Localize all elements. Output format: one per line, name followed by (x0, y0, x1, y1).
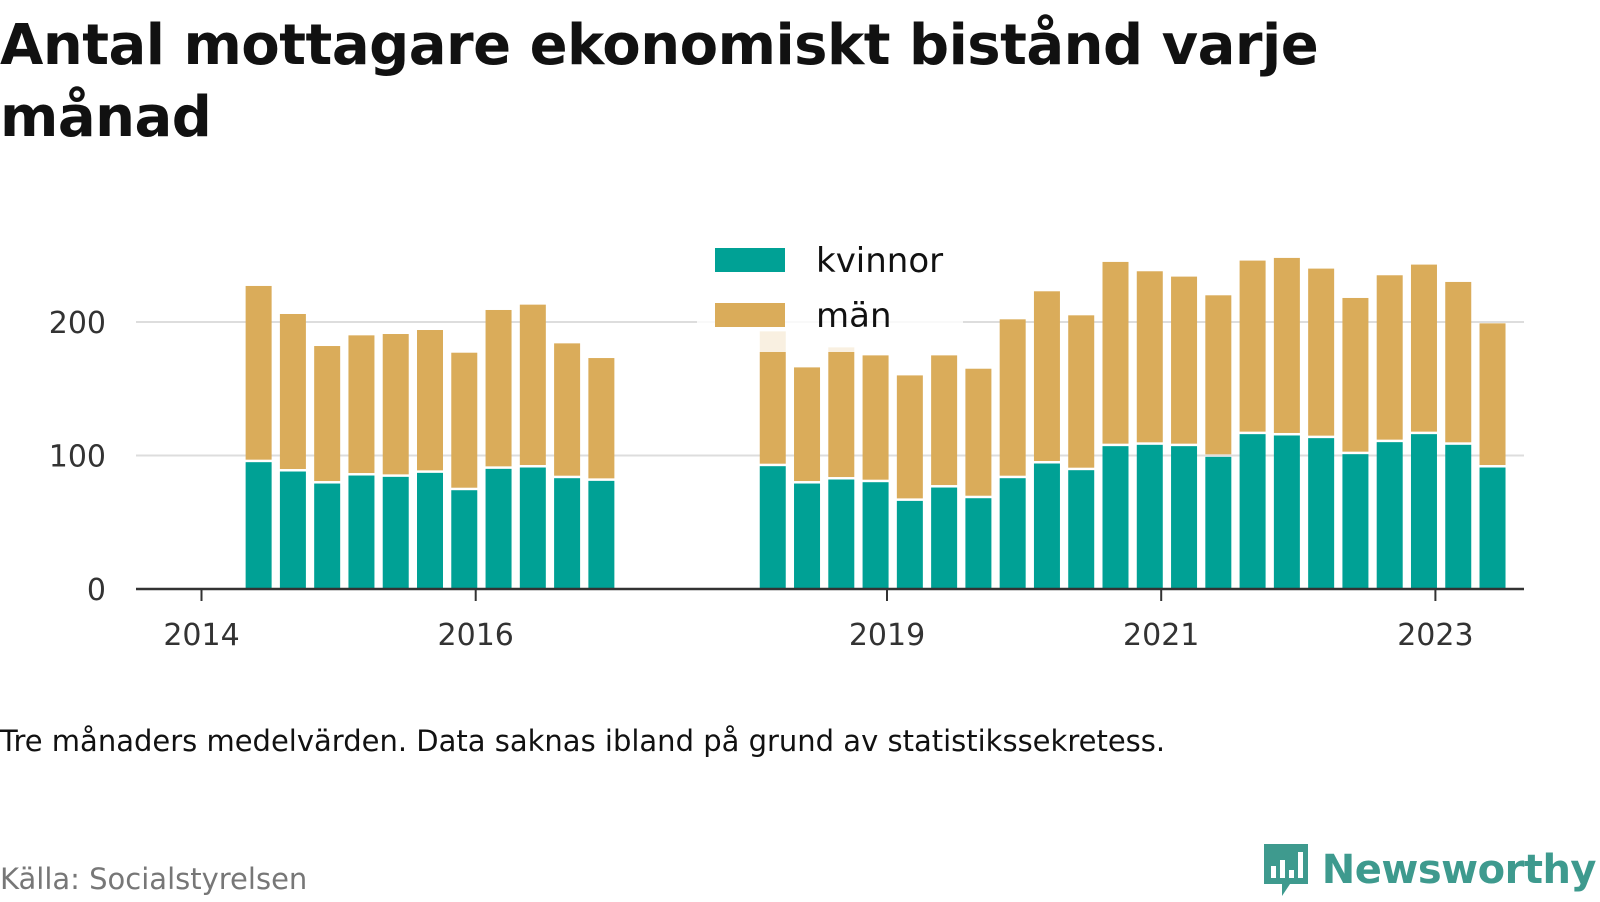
axes: 0 100 200 2014 2016 2019 2021 2023 (49, 306, 1524, 653)
bar-man (1342, 297, 1369, 452)
bar-chart-speech-bubble-icon (1263, 844, 1308, 896)
bar-kvinnor (862, 482, 889, 589)
bar-man (1376, 275, 1403, 440)
bar-man (451, 352, 478, 488)
bar-kvinnor (314, 483, 341, 589)
bar-man (1308, 268, 1335, 436)
bar-kvinnor (794, 483, 821, 589)
bar-man (1445, 281, 1472, 443)
bar-man (1479, 323, 1506, 466)
bar-man (794, 367, 821, 482)
bar-kvinnor (519, 467, 546, 589)
bar-kvinnor (1376, 442, 1403, 589)
bar-kvinnor (1033, 463, 1060, 589)
bar-man (931, 355, 958, 486)
bar-man (1102, 261, 1129, 444)
bar-man (1171, 276, 1198, 444)
y-tick-label: 100 (49, 440, 106, 475)
bar-man (965, 368, 992, 496)
bar-man (759, 331, 786, 464)
legend-label: kvinnor (816, 241, 943, 281)
bar-man (588, 358, 615, 479)
bar-kvinnor (931, 487, 958, 589)
x-tick-label: 2021 (1123, 618, 1199, 653)
bar-kvinnor (588, 480, 615, 589)
bar-man (417, 330, 443, 471)
bar-kvinnor (1479, 467, 1506, 589)
bar-man (1273, 257, 1300, 433)
bar-kvinnor (1239, 434, 1266, 589)
chart-title: Antal mottagare ekonomiskt bistånd varje… (0, 13, 1319, 150)
bar-man (382, 334, 409, 475)
bar-kvinnor (896, 500, 923, 589)
bar-man (1239, 260, 1266, 432)
x-tick-label: 2019 (849, 618, 925, 653)
stacked-bar-chart: 0 100 200 2014 2016 2019 2021 2023 kvinnor män (48, 230, 1524, 653)
legend-swatch-kvinnor (715, 248, 785, 272)
bar-kvinnor (485, 468, 512, 589)
bar-man (1410, 264, 1437, 432)
bar-kvinnor (279, 471, 306, 589)
bar-kvinnor (965, 498, 992, 589)
bar-man (1136, 271, 1163, 443)
legend: kvinnor män (697, 230, 963, 352)
brand-name: Newsworthy (1321, 847, 1597, 893)
brand-logo[interactable]: Newsworthy (1260, 838, 1597, 902)
bar-kvinnor (1205, 456, 1232, 589)
y-tick-label: 200 (49, 306, 106, 341)
bar-man (828, 347, 855, 478)
bar-kvinnor (451, 490, 478, 589)
bar-kvinnor (999, 478, 1026, 589)
bar-man (554, 343, 581, 476)
bar-kvinnor (1308, 438, 1335, 589)
bar-man (279, 313, 306, 470)
bar-kvinnor (348, 475, 375, 589)
bar-kvinnor (1273, 435, 1300, 589)
bar-kvinnor (1410, 434, 1437, 589)
bar-man (314, 346, 341, 482)
chart-note: Tre månaders medelvärden. Data saknas ib… (0, 724, 1166, 758)
x-tick-label: 2023 (1397, 618, 1473, 653)
bar-man (519, 304, 546, 466)
bar-kvinnor (828, 479, 855, 589)
legend-swatch-man (715, 303, 785, 327)
bar-kvinnor (1171, 446, 1198, 589)
bar-man (862, 355, 889, 480)
x-tick-label: 2016 (438, 618, 514, 653)
legend-label: män (816, 296, 892, 336)
bar-man (348, 335, 375, 474)
source-credit: Källa: Socialstyrelsen (0, 862, 308, 896)
bar-man (1205, 295, 1232, 455)
bar-man (245, 285, 272, 460)
bar-kvinnor (759, 466, 786, 589)
bar-kvinnor (417, 472, 443, 589)
x-tick-label: 2014 (163, 618, 239, 653)
bar-kvinnor (1102, 446, 1129, 589)
bar-kvinnor (1445, 444, 1472, 589)
bar-man (485, 309, 512, 467)
bar-kvinnor (1342, 454, 1369, 589)
bar-man (1068, 315, 1095, 468)
bar-kvinnor (245, 462, 272, 589)
bar-kvinnor (1136, 444, 1163, 589)
y-tick-label: 0 (87, 573, 106, 608)
bar-man (1033, 291, 1060, 462)
bar-man (999, 319, 1026, 476)
bar-kvinnor (1068, 470, 1095, 589)
bar-kvinnor (382, 476, 409, 589)
bar-man (896, 375, 923, 499)
bar-kvinnor (554, 478, 581, 589)
bars (245, 257, 1506, 589)
